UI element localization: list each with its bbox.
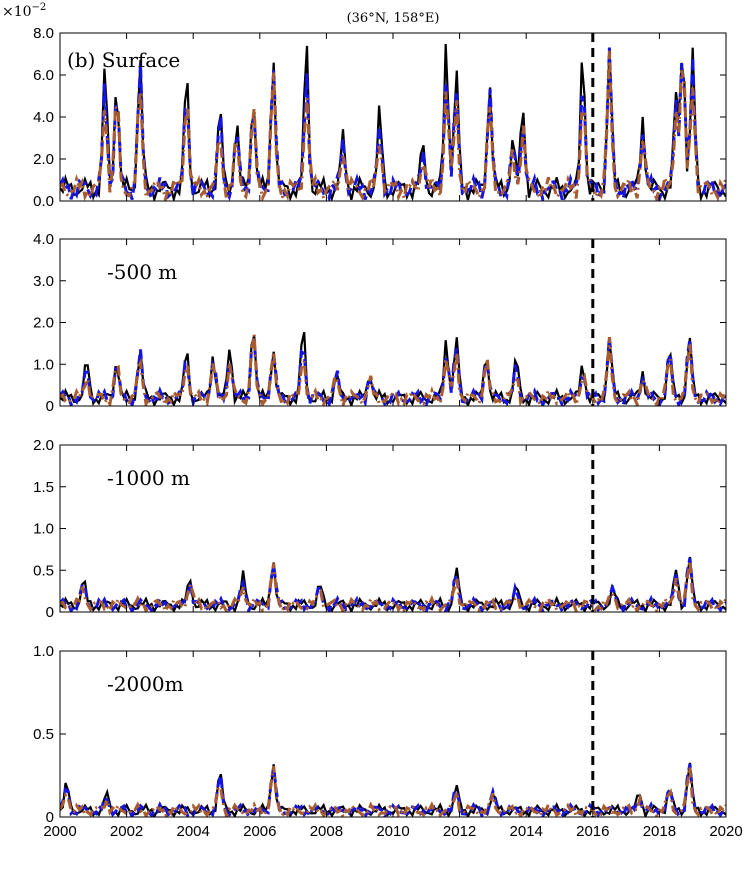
x-tick-label: 2016 (576, 823, 609, 840)
y-tick-label: 0.5 (33, 562, 54, 579)
series-line (60, 334, 726, 406)
x-tick-label: 2006 (243, 823, 276, 840)
x-tick-label: 2008 (310, 823, 343, 840)
y-tick-label: 2.0 (33, 151, 54, 168)
y-tick-label: 0 (46, 604, 54, 621)
panels: 0.0 2.0 4.0 6.0 8.0 (b) Surface 0 1.0 2.0 3.0 4.0 -… (33, 25, 743, 840)
y-tick-label: 3.0 (33, 273, 54, 290)
chart-panel: 0.0 2.0 4.0 6.0 8.0 (b) Surface (33, 25, 727, 210)
exponent-label: ×10−2 (2, 2, 46, 20)
y-tick-label: 6.0 (33, 67, 54, 84)
panel-label: (b) Surface (67, 48, 180, 72)
panel-label: -500 m (107, 260, 177, 284)
x-tick-label: 2004 (177, 823, 210, 840)
x-tick-label: 2000 (43, 823, 76, 840)
y-tick-label: 8.0 (33, 25, 54, 42)
series-line (60, 560, 726, 612)
panel-label: -1000 m (107, 466, 190, 490)
y-tick-label: 0 (46, 809, 54, 826)
x-tick-label: 2014 (510, 823, 543, 840)
y-tick-label: 4.0 (33, 109, 54, 126)
series-line (60, 47, 726, 201)
y-tick-label: 0.5 (33, 726, 54, 743)
panel-label: -2000m (107, 672, 184, 696)
x-tick-label: 2012 (443, 823, 476, 840)
y-tick-label: 1.5 (33, 479, 54, 496)
y-tick-label: 2.0 (33, 437, 54, 454)
series-line (60, 765, 726, 817)
x-tick-label: 2020 (709, 823, 742, 840)
chart-panel: 0 0.5 1.0 1.5 2.0 -1000 m (33, 437, 727, 621)
chart-panel: 0 0.5 1.0 2000 2002 2004 2006 2008 2010 2012 2014 2… (33, 643, 743, 840)
y-tick-label: 1.0 (33, 643, 54, 660)
x-tick-label: 2010 (376, 823, 409, 840)
y-tick-label: 1.0 (33, 356, 54, 373)
y-tick-label: 2.0 (33, 315, 54, 332)
x-tick-label: 2018 (643, 823, 676, 840)
x-tick-label: 2002 (110, 823, 143, 840)
series-line (60, 763, 726, 817)
chart-panel: 0 1.0 2.0 3.0 4.0 -500 m (33, 231, 727, 415)
y-tick-label: 1.0 (33, 521, 54, 538)
figure-title: (36°N, 158°E) (347, 11, 440, 26)
y-tick-label: 4.0 (33, 231, 54, 248)
y-tick-label: 0 (46, 398, 54, 415)
y-tick-label: 0.0 (33, 193, 54, 210)
series-line (60, 50, 726, 201)
